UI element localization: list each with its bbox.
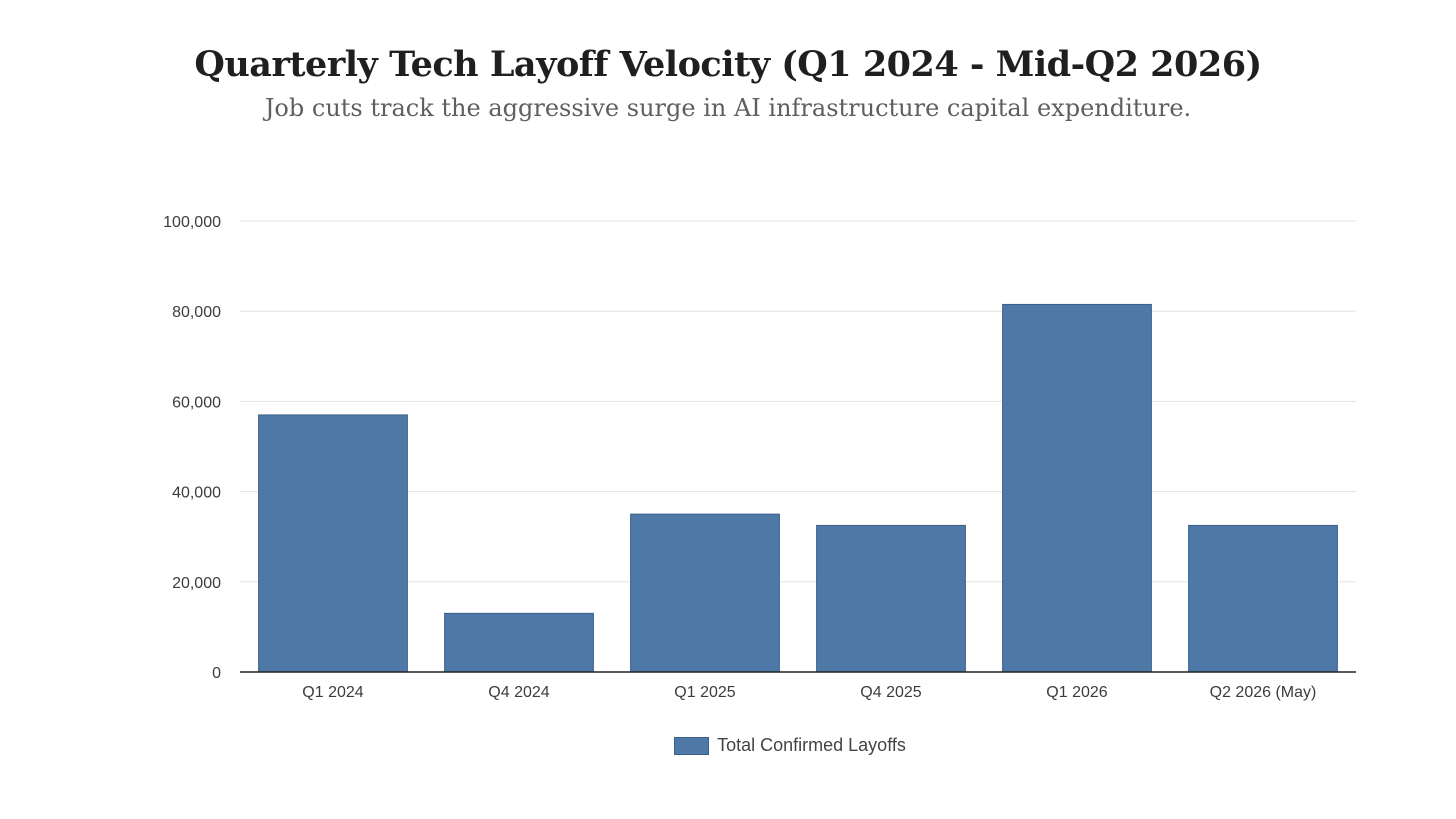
x-tick-label: Q1 2024 xyxy=(302,684,363,701)
y-tick-label: 60,000 xyxy=(172,394,221,411)
bar[interactable] xyxy=(1188,524,1338,673)
axes: 0 20,000 40,000 60,000 80,000 100,000 Q1 2024 Q… xyxy=(163,214,1356,701)
x-tick-label: Q1 2026 xyxy=(1046,684,1107,701)
bars xyxy=(258,303,1338,673)
gridlines xyxy=(240,220,1356,583)
legend-swatch xyxy=(674,736,710,755)
x-tick-label: Q1 2025 xyxy=(674,684,735,701)
legend-label: Total Confirmed Layoffs xyxy=(717,735,906,755)
bar[interactable] xyxy=(816,524,966,673)
chart-subtitle: Job cuts track the aggressive surge in A… xyxy=(264,94,1192,122)
bar[interactable] xyxy=(444,612,594,673)
y-tick-label: 100,000 xyxy=(163,214,221,231)
x-tick-label: Q2 2026 (May) xyxy=(1210,684,1317,701)
bar[interactable] xyxy=(258,414,408,673)
y-tick-label: 80,000 xyxy=(172,304,221,321)
legend: Total Confirmed Layoffs xyxy=(0,735,1456,756)
x-tick-label: Q4 2025 xyxy=(860,684,921,701)
legend-item[interactable]: Total Confirmed Layoffs xyxy=(674,735,906,756)
bar[interactable] xyxy=(1002,303,1152,673)
x-tick-label: Q4 2024 xyxy=(488,684,549,701)
y-tick-label: 0 xyxy=(212,665,221,682)
y-tick-label: 20,000 xyxy=(172,575,221,592)
bar[interactable] xyxy=(630,513,780,673)
y-tick-label: 40,000 xyxy=(172,485,221,502)
chart-title: Quarterly Tech Layoff Velocity (Q1 2024 … xyxy=(194,44,1262,85)
